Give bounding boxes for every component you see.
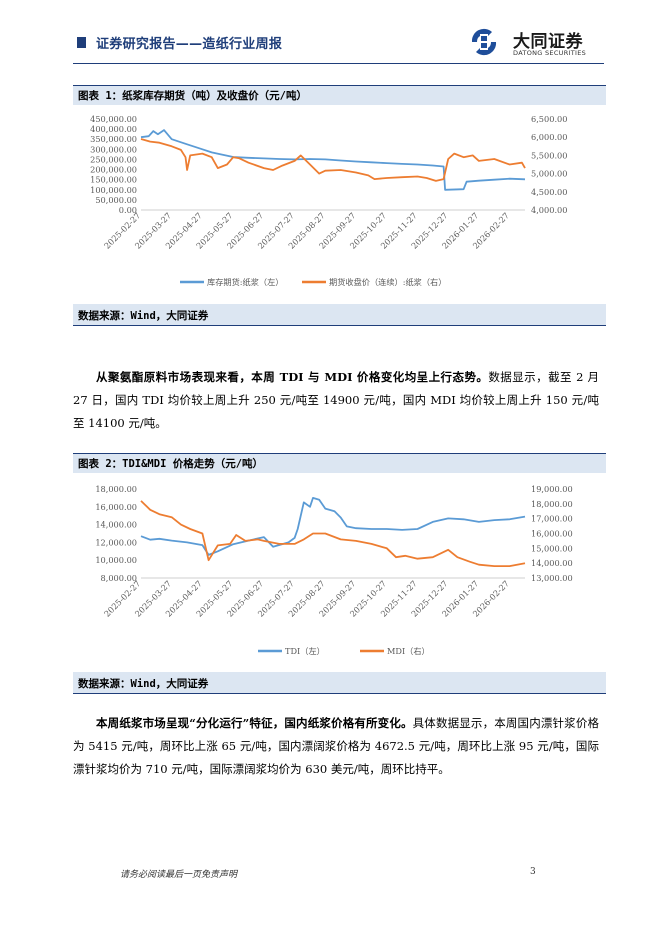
chart1-series-line-1 [140,129,526,191]
chart2-y-right-tick-label: 15,000.00 [531,543,573,553]
chart2-y-left-tick-label: 16,000.00 [95,502,137,512]
chart1-y-left-tick-label: 300,000.00 [90,144,137,154]
chart2-series-line-1 [140,496,526,556]
chart2-y-right-tick-label: 19,000.00 [531,484,573,494]
chart1-y-left-tick-label: 0.00 [119,205,137,215]
chart1-y-right-tick-label: 4,500.00 [531,187,567,197]
chart1-y-left-tick-label: 50,000.00 [95,195,137,205]
figure2-title-bar [73,453,606,473]
figure2-source: 数据来源：Wind，大同证券 [78,678,209,690]
header-divider [73,63,604,65]
chart1-y-left-tick-label: 250,000.00 [90,154,137,164]
paragraph-pulp-market-lead: 本周纸浆市场呈现“分化运行”特征，国内纸浆价格有所变化。 [96,716,413,730]
chart2-y-right-tick-label: 18,000.00 [531,499,573,509]
logo-text-en: DATONG SECURITIES [513,49,587,57]
chart1-y-left-tick-label: 200,000.00 [90,165,137,175]
chart2-y-left-tick-label: 18,000.00 [95,484,137,494]
datong-logo-icon [471,28,497,56]
figure1-source: 数据来源：Wind，大同证券 [78,310,209,322]
chart1-y-left-tick-label: 350,000.00 [90,134,137,144]
footer-disclaimer: 请务必阅读最后一页免责声明 [120,870,238,880]
page-number: 3 [530,867,536,877]
figure1-title: 图表 1：纸浆库存期货（吨）及收盘价（元/吨） [78,90,307,102]
logo-text-cn: 大同证券 [513,32,583,52]
figure1-title-bar [73,85,606,105]
figure1-chart: 450,000.00400,000.00350,000.00300,000.00… [90,114,567,287]
chart1-y-right-tick-label: 6,000.00 [531,132,567,142]
chart2-y-right-tick-label: 16,000.00 [531,529,573,539]
chart2-y-left-tick-label: 14,000.00 [95,520,137,530]
chart2-y-left-tick-label: 12,000.00 [95,537,137,547]
chart1-y-left-tick-label: 450,000.00 [90,114,137,124]
chart2-y-right-tick-label: 17,000.00 [531,514,573,524]
chart1-y-right-tick-label: 4,000.00 [531,205,567,215]
chart1-legend-label-2: 期货收盘价（连续）:纸浆（右） [329,277,446,287]
chart2-y-right-tick-label: 14,000.00 [531,558,573,568]
chart1-y-left-tick-label: 150,000.00 [90,175,137,185]
paragraph-tdi-mdi: 从聚氨酯原料市场表现来看，本周 TDI 与 MDI 价格变化均呈上行态势。数据显… [73,366,599,435]
report-title: 证券研究报告——造纸行业周报 [96,37,283,52]
figure2-title: 图表 2：TDI&MDI 价格走势（元/吨） [78,458,264,470]
paragraph-tdi-mdi-lead: 从聚氨酯原料市场表现来看，本周 TDI 与 MDI 价格变化均呈上行态势。 [96,370,489,384]
chart1-series-line-2 [140,138,526,182]
paragraph-tdi-mdi-body: 数据显示，截至 2 月 27 日，国内 TDI 均价较上周上升 250 元/吨至… [73,370,599,430]
chart2-y-left-tick-label: 8,000.00 [101,573,137,583]
paragraph-pulp-market-body: 具体数据显示，本周国内漂针浆价格为 5415 元/吨，周环比上涨 65 元/吨，… [73,716,599,776]
chart2-series-line-2 [140,500,526,567]
figure1-source-bar [73,304,606,326]
paragraph-pulp-market: 本周纸浆市场呈现“分化运行”特征，国内纸浆价格有所变化。具体数据显示，本周国内漂… [73,712,599,781]
chart1-y-right-tick-label: 5,000.00 [531,169,567,179]
chart1-legend-label-1: 库存期货:纸浆（左） [207,277,283,287]
figure2-chart: 18,000.00 16,000.00 14,000.00 12,000.00 10,0… [95,484,573,656]
chart2-y-right-tick-label: 13,000.00 [531,573,573,583]
figure2-source-bar [73,672,606,694]
header-square-icon [77,37,86,48]
chart1-y-left-tick-label: 400,000.00 [90,124,137,134]
chart2-legend-label-2: MDI（右） [387,646,430,656]
chart2-y-left-tick-label: 10,000.00 [95,555,137,565]
chart1-y-right-tick-label: 6,500.00 [531,114,567,124]
chart1-y-right-tick-label: 5,500.00 [531,150,567,160]
chart2-legend-label-1: TDI（左） [285,646,325,656]
chart1-y-left-tick-label: 100,000.00 [90,185,137,195]
